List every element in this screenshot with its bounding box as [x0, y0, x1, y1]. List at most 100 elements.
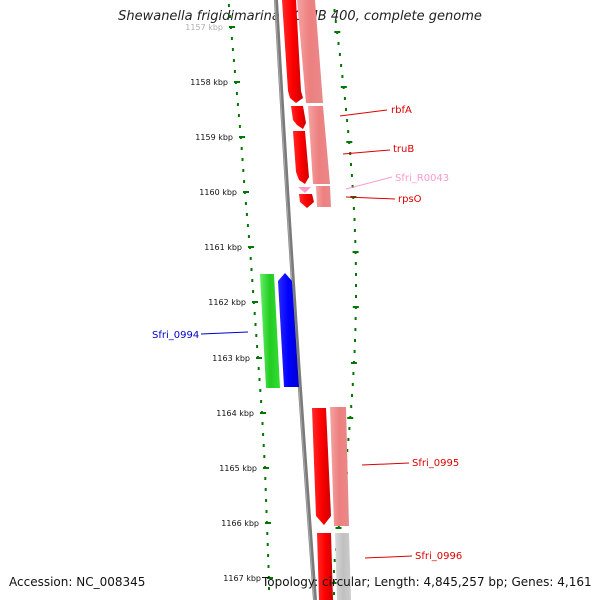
tick-dot-left [263, 455, 266, 458]
tick-dot-left [249, 257, 252, 260]
tick-dot-left [261, 422, 264, 425]
tick-dot-right [353, 218, 356, 221]
tick-label: 1166 kbp [221, 519, 259, 528]
tick-label: 1164 kbp [216, 409, 254, 418]
tick-mark [267, 577, 273, 579]
tick-mark-right [331, 582, 337, 584]
tick-dot-left [265, 510, 268, 513]
tick-dot-left [236, 103, 239, 106]
tick-label: 1160 kbp [199, 188, 237, 197]
tick-mark-right [334, 31, 341, 33]
tick-dot-right [350, 163, 352, 166]
tick-mark-right [352, 306, 359, 308]
leader-Sfri_R0043 [345, 176, 393, 190]
tick-label: 1165 kbp [219, 464, 257, 473]
tick-dot-right [337, 42, 340, 45]
tick-dot-right [347, 438, 350, 441]
tick-dot-left [241, 158, 244, 161]
tick-dot-left [232, 59, 235, 62]
tick-dot-right [355, 295, 357, 298]
tick-dot-left [237, 114, 240, 117]
label-Sfri_0996: Sfri_0996 [415, 551, 462, 562]
tick-mark-right [340, 86, 347, 88]
leader-rbfA [339, 109, 388, 117]
tick-mark [265, 522, 271, 524]
cds-Sfri_0994[interactable] [278, 273, 299, 387]
tick-dot-left [245, 213, 248, 216]
tick-mark-right [347, 417, 354, 419]
tick-mark [243, 191, 249, 193]
tick-label: 1167 kbp [223, 574, 261, 583]
tick-dot-left [267, 554, 270, 557]
tick-dot-left [230, 37, 233, 40]
cds-Sfri_0995[interactable] [312, 407, 349, 526]
tick-dot-left [246, 224, 249, 227]
tick-dot-left [260, 400, 263, 403]
tick-dot-left [255, 334, 258, 337]
label-Sfri_0994: Sfri_0994 [152, 330, 199, 341]
tick-dot-left [264, 477, 267, 480]
tick-dot-right [348, 427, 351, 430]
tick-dot-left [250, 268, 253, 271]
leader-truB [342, 149, 391, 155]
tick-dot-left [231, 48, 234, 51]
tick-dot-left [235, 92, 238, 95]
tick-dot-right [353, 350, 356, 353]
tick-dot-right [354, 317, 357, 320]
tick-layer: 1157 kbp 1158 kbp 1159 kbp 1160 kbp 1161 kbp… [185, 4, 359, 595]
leader-Sfri_0995 [361, 462, 410, 466]
tick-dot-left [252, 290, 255, 293]
accession-label: Accession: NC_008345 [9, 575, 146, 589]
rna-Sfri_R0043[interactable] [298, 187, 311, 193]
leader-Sfri_0994 [200, 331, 249, 335]
tick-dot-left [258, 378, 261, 381]
tick-dot-right [346, 449, 349, 452]
tick-label: 1162 kbp [208, 298, 246, 307]
tick-dot-left [238, 125, 241, 128]
tick-dot-left [266, 543, 269, 546]
tick-mark [234, 81, 240, 83]
tick-dot-right [355, 284, 357, 287]
tick-dot-left [266, 532, 269, 535]
tick-dot-right [347, 130, 350, 133]
tick-mark [239, 136, 245, 138]
tick-dot-right [343, 97, 346, 100]
cds-rbfA[interactable] [282, 0, 323, 103]
tick-dot-right [354, 262, 357, 265]
tick-dot-left [233, 70, 236, 73]
tick-mark-right [335, 527, 342, 529]
tick-mark [252, 301, 258, 303]
cds-sfri-0993[interactable] [260, 274, 280, 388]
tick-dot-left [262, 444, 265, 447]
tick-mark [263, 467, 269, 469]
tick-dot-right [338, 53, 341, 56]
tick-dot-left [256, 345, 259, 348]
tick-dot-right [345, 108, 347, 111]
label-rbfA: rbfA [391, 105, 412, 116]
tick-dot-left [254, 323, 257, 326]
tick-dot-right [346, 119, 349, 122]
cds-rpsO[interactable] [299, 186, 331, 208]
tick-dot-left [240, 147, 243, 150]
genome-backbone [274, 0, 317, 600]
tick-dot-right [353, 229, 356, 232]
tick-dot-right [354, 240, 357, 243]
tick-dot-right [333, 570, 335, 573]
tick-dot-right [351, 394, 353, 397]
tick-dot-left [262, 433, 265, 436]
tick-dot-left [268, 587, 270, 590]
cds-truB[interactable] [291, 106, 330, 184]
tick-dot-right [334, 20, 337, 23]
cds-Sfri_0996[interactable] [317, 533, 351, 600]
leader-rpsO [345, 196, 396, 200]
tick-dot-right [333, 9, 336, 12]
tick-label: 1157 kbp [185, 23, 223, 32]
tick-dot-left [265, 499, 268, 502]
tick-dot-left [247, 235, 250, 238]
tick-dot-left [228, 15, 231, 18]
tick-dot-right [350, 174, 353, 177]
tick-mark [260, 412, 266, 414]
tick-dot-right [354, 339, 356, 342]
tick-label: 1158 kbp [190, 78, 228, 87]
